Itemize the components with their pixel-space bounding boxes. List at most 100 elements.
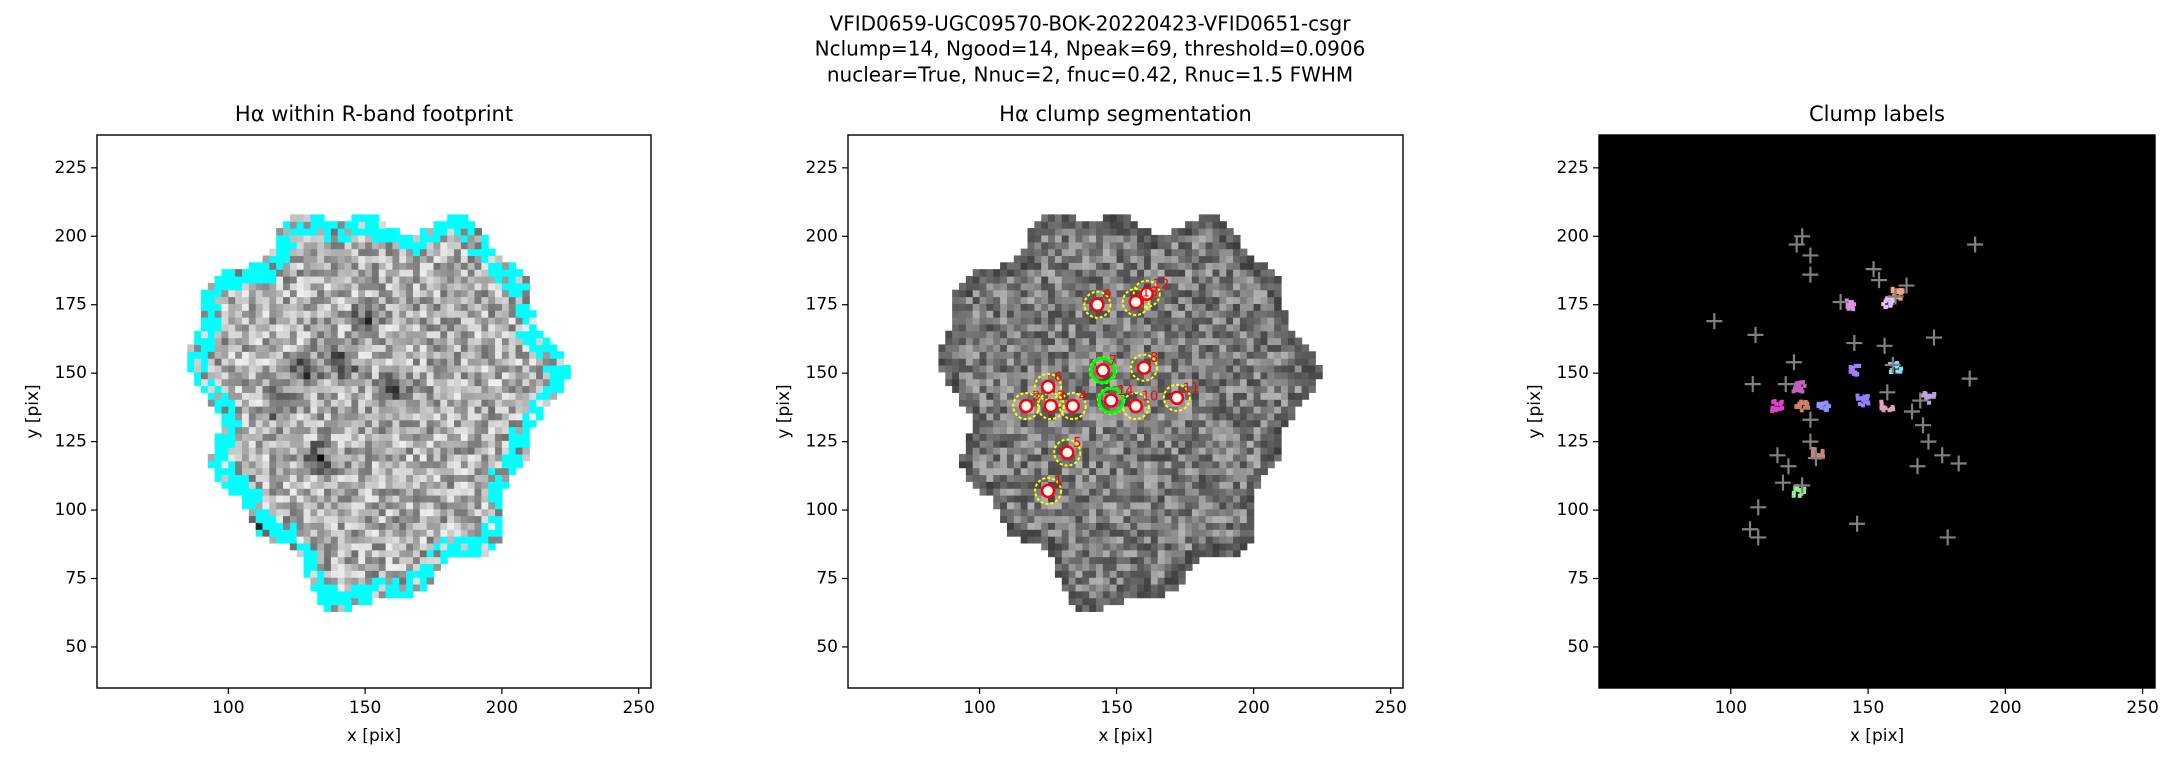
- clump-patch: [1895, 369, 1900, 374]
- image-pixel: [1102, 419, 1111, 428]
- image-pixel: [440, 234, 448, 243]
- image-pixel: [1137, 330, 1145, 339]
- image-pixel: [1013, 296, 1022, 304]
- image-pixel: [440, 433, 448, 441]
- image-pixel: [460, 323, 469, 332]
- image-pixel: [385, 570, 394, 578]
- image-pixel: [481, 392, 489, 400]
- image-pixel: [385, 460, 394, 469]
- image-pixel: [965, 453, 974, 462]
- image-pixel: [1075, 549, 1083, 558]
- image-pixel: [447, 515, 455, 523]
- image-pixel: [406, 563, 414, 571]
- image-pixel: [474, 529, 482, 537]
- image-pixel: [248, 269, 257, 277]
- image-pixel: [1233, 406, 1241, 414]
- image-pixel: [1137, 570, 1145, 578]
- image-pixel: [1096, 481, 1104, 489]
- image-pixel: [1185, 269, 1193, 277]
- image-pixel: [289, 364, 298, 373]
- image-pixel: [1246, 467, 1255, 476]
- image-pixel: [1178, 234, 1186, 243]
- image-pixel: [1048, 542, 1056, 551]
- image-pixel: [1150, 515, 1159, 523]
- image-pixel: [501, 269, 510, 277]
- image-pixel: [1089, 269, 1097, 277]
- image-pixel: [1041, 515, 1049, 523]
- image-pixel: [1212, 460, 1220, 469]
- image-pixel: [337, 310, 346, 318]
- image-pixel: [1239, 529, 1248, 537]
- image-pixel: [454, 364, 462, 373]
- image-pixel: [392, 494, 400, 503]
- image-pixel: [1116, 351, 1125, 359]
- clump-patch: [1845, 301, 1850, 306]
- image-pixel: [1157, 323, 1166, 332]
- image-pixel: [1130, 549, 1138, 558]
- image-pixel: [1294, 392, 1303, 400]
- image-pixel: [447, 542, 455, 551]
- image-pixel: [979, 289, 988, 298]
- y-tick-label: 75: [816, 568, 838, 588]
- image-pixel: [972, 330, 981, 339]
- image-pixel: [1205, 481, 1214, 489]
- x-axis-label: x [pix]: [1098, 726, 1152, 746]
- image-pixel: [317, 296, 325, 304]
- image-pixel: [214, 282, 223, 291]
- image-pixel: [454, 255, 462, 263]
- image-pixel: [200, 371, 209, 380]
- image-pixel: [221, 344, 229, 352]
- image-pixel: [1226, 323, 1234, 332]
- clump-patch: [1797, 388, 1802, 393]
- image-pixel: [385, 494, 394, 503]
- image-pixel: [1185, 241, 1193, 250]
- image-pixel: [330, 241, 339, 250]
- image-pixel: [1164, 522, 1173, 530]
- image-pixel: [392, 447, 400, 455]
- image-pixel: [324, 570, 332, 578]
- image-pixel: [358, 275, 366, 284]
- image-pixel: [1239, 269, 1248, 277]
- image-pixel: [1068, 522, 1077, 530]
- image-pixel: [1123, 426, 1131, 435]
- image-pixel: [1144, 419, 1152, 428]
- image-pixel: [365, 289, 373, 298]
- y-tick-label: 225: [806, 158, 838, 178]
- image-pixel: [1267, 330, 1275, 339]
- image-pixel: [1061, 255, 1070, 263]
- image-pixel: [1294, 385, 1303, 393]
- image-pixel: [1054, 515, 1063, 523]
- image-pixel: [1054, 364, 1063, 373]
- x-tick-label: 250: [1374, 698, 1406, 718]
- image-pixel: [1027, 282, 1035, 291]
- image-pixel: [1157, 467, 1166, 476]
- image-pixel: [1198, 351, 1207, 359]
- image-pixel: [1219, 241, 1227, 250]
- image-pixel: [248, 371, 257, 380]
- image-pixel: [1205, 228, 1214, 236]
- image-pixel: [378, 529, 387, 537]
- image-pixel: [337, 536, 346, 544]
- image-pixel: [1274, 351, 1282, 359]
- image-pixel: [481, 317, 489, 325]
- image-pixel: [1246, 282, 1255, 291]
- image-pixel: [1109, 289, 1118, 298]
- image-pixel: [1034, 447, 1042, 455]
- image-pixel: [419, 426, 428, 435]
- image-pixel: [986, 330, 994, 339]
- image-pixel: [399, 570, 407, 578]
- image-pixel: [1150, 556, 1159, 565]
- image-pixel: [1137, 536, 1145, 544]
- image-pixel: [515, 296, 524, 304]
- image-pixel: [392, 392, 400, 400]
- image-pixel: [337, 392, 346, 400]
- image-pixel: [979, 358, 988, 366]
- image-pixel: [440, 460, 448, 469]
- image-pixel: [1082, 221, 1090, 229]
- clump-patch: [1899, 366, 1904, 371]
- image-pixel: [1233, 460, 1241, 469]
- image-pixel: [399, 296, 407, 304]
- image-pixel: [303, 549, 311, 558]
- image-pixel: [495, 371, 503, 380]
- image-pixel: [1191, 419, 1200, 428]
